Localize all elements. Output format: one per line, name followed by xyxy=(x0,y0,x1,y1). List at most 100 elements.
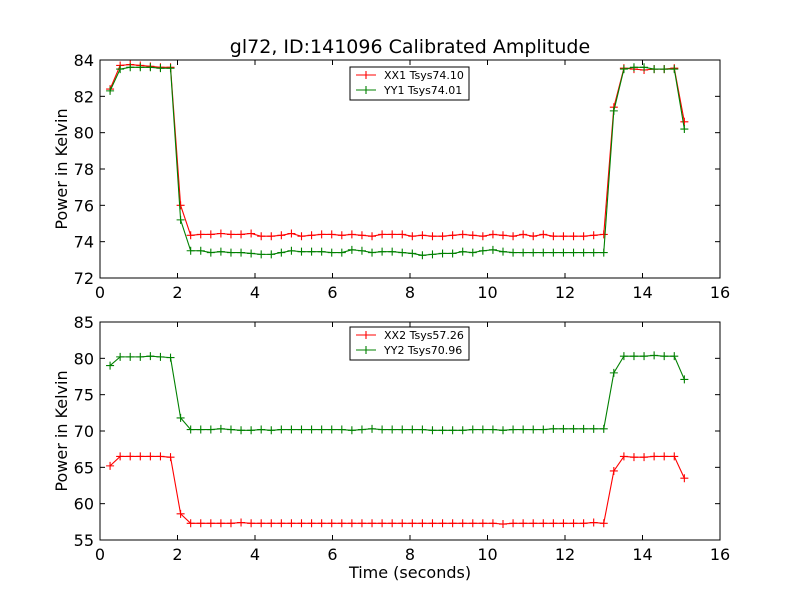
data-point xyxy=(337,519,346,528)
data-point xyxy=(559,519,568,528)
data-point xyxy=(116,65,125,74)
data-point xyxy=(428,519,437,528)
data-point xyxy=(529,248,538,257)
y-tick-label: 78 xyxy=(74,160,94,179)
data-point xyxy=(448,249,457,258)
data-point xyxy=(116,452,125,461)
data-point xyxy=(287,246,296,255)
data-point xyxy=(287,425,296,434)
data-point xyxy=(589,231,598,240)
data-point xyxy=(519,519,528,528)
y-tick-label: 84 xyxy=(74,51,94,70)
x-tick-label: 8 xyxy=(405,545,415,564)
data-point xyxy=(448,426,457,435)
data-point xyxy=(216,229,225,238)
data-point xyxy=(398,230,407,239)
data-point xyxy=(458,426,467,435)
data-point xyxy=(428,426,437,435)
data-point xyxy=(257,250,266,259)
data-point xyxy=(539,425,548,434)
series-line xyxy=(109,455,685,525)
data-point xyxy=(519,425,528,434)
data-point xyxy=(106,461,115,470)
data-point xyxy=(287,229,296,238)
x-tick-label: 12 xyxy=(555,545,575,564)
y-tick-label: 60 xyxy=(74,495,94,514)
x-tick-label: 16 xyxy=(710,545,730,564)
y-axis-label: Power in Kelvin xyxy=(52,108,71,229)
data-point xyxy=(438,519,447,528)
data-point xyxy=(640,63,649,72)
data-point xyxy=(408,519,417,528)
data-point xyxy=(226,230,235,239)
legend-marker xyxy=(362,71,370,79)
data-point xyxy=(428,250,437,259)
legend-box xyxy=(349,326,470,361)
data-point xyxy=(277,248,286,257)
data-point xyxy=(408,249,417,258)
data-point xyxy=(589,248,598,257)
data-point xyxy=(146,63,155,72)
data-point xyxy=(569,424,578,433)
data-point xyxy=(468,248,477,257)
data-point xyxy=(368,424,377,433)
data-point xyxy=(539,519,548,528)
data-point xyxy=(468,519,477,528)
data-point xyxy=(277,425,286,434)
data-point xyxy=(176,509,185,518)
data-point xyxy=(509,232,518,241)
data-point xyxy=(670,452,679,461)
data-point xyxy=(307,231,316,240)
data-point xyxy=(267,519,276,528)
data-point xyxy=(297,425,306,434)
data-point xyxy=(549,232,558,241)
data-point xyxy=(559,248,568,257)
data-point xyxy=(589,518,598,527)
data-point xyxy=(458,519,467,528)
data-point xyxy=(640,352,649,361)
data-point xyxy=(257,425,266,434)
data-point xyxy=(499,426,507,435)
y-tick-label: 80 xyxy=(74,349,94,368)
x-tick-label: 12 xyxy=(555,283,575,302)
data-point xyxy=(307,519,316,528)
data-point xyxy=(579,248,588,257)
data-point xyxy=(438,426,447,435)
data-point xyxy=(317,425,326,434)
data-point xyxy=(106,361,115,370)
data-point xyxy=(408,232,417,241)
data-point xyxy=(529,519,538,528)
data-point xyxy=(156,64,165,73)
data-point xyxy=(196,425,205,434)
data-point xyxy=(478,232,487,241)
data-point xyxy=(509,519,518,528)
data-point xyxy=(337,231,346,240)
data-point xyxy=(619,352,628,361)
legend-box xyxy=(349,66,470,101)
x-tick-label: 4 xyxy=(250,283,260,302)
data-point xyxy=(166,64,175,73)
data-point xyxy=(297,232,306,241)
data-point xyxy=(206,248,215,257)
data-point xyxy=(378,519,387,528)
data-point xyxy=(660,65,669,74)
data-point xyxy=(559,424,568,433)
data-point xyxy=(438,249,447,258)
data-point xyxy=(418,425,427,434)
series-line xyxy=(109,354,685,431)
data-point xyxy=(660,452,669,461)
data-point xyxy=(640,453,649,462)
data-point xyxy=(267,250,276,259)
data-point xyxy=(589,424,598,433)
data-point xyxy=(418,251,427,260)
data-point xyxy=(468,425,477,434)
data-point xyxy=(186,231,195,240)
data-point xyxy=(136,63,145,72)
data-point xyxy=(458,247,467,256)
data-point xyxy=(579,519,588,528)
data-point xyxy=(156,352,165,361)
legend-label: YY1 Tsys74.01 xyxy=(383,84,462,97)
data-point xyxy=(478,425,487,434)
data-point xyxy=(680,125,689,134)
